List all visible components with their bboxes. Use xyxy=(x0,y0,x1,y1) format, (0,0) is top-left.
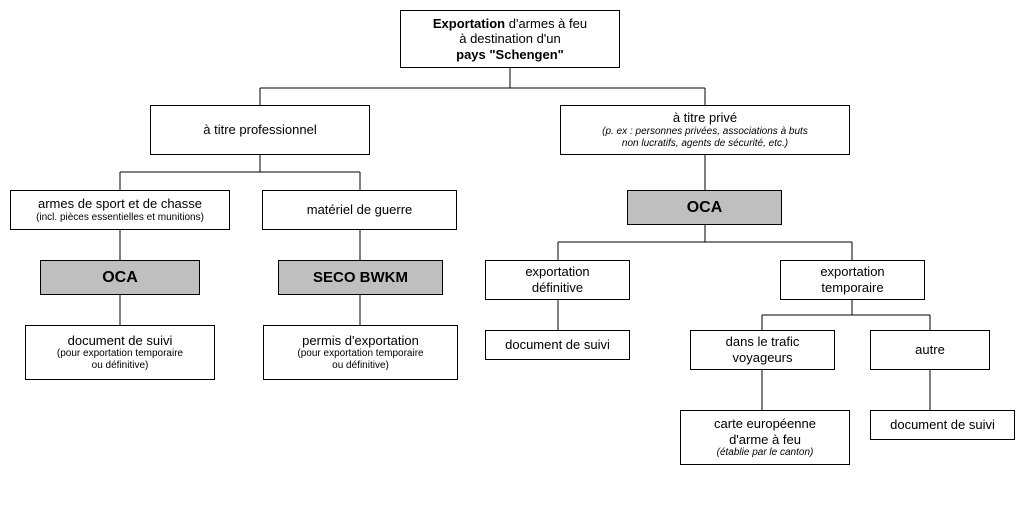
doc1-l3: ou définitive) xyxy=(92,360,149,372)
node-autre: autre xyxy=(870,330,990,370)
prive-l3: non lucratifs, agents de sécurité, etc.) xyxy=(622,138,788,150)
prof-text: à titre professionnel xyxy=(203,122,316,138)
autre-text: autre xyxy=(915,342,945,358)
permis-l1: permis d'exportation xyxy=(302,333,419,349)
node-carte: carte européenne d'arme à feu (établie p… xyxy=(680,410,850,465)
carte-l2: d'arme à feu xyxy=(729,432,801,448)
exptemp-l1: exportation xyxy=(820,264,884,280)
node-permis: permis d'exportation (pour exportation t… xyxy=(263,325,458,380)
sport-l1: armes de sport et de chasse xyxy=(38,196,202,212)
prive-l1: à titre privé xyxy=(673,110,737,126)
carte-l3: (établie par le canton) xyxy=(717,447,814,459)
carte-l1: carte européenne xyxy=(714,416,816,432)
doc1-l2: (pour exportation temporaire xyxy=(57,348,183,360)
node-doc3: document de suivi xyxy=(870,410,1015,440)
node-prive: à titre privé (p. ex : personnes privées… xyxy=(560,105,850,155)
node-sport: armes de sport et de chasse (incl. pièce… xyxy=(10,190,230,230)
permis-l3: ou définitive) xyxy=(332,360,389,372)
trafic-l2: voyageurs xyxy=(733,350,793,366)
guerre-text: matériel de guerre xyxy=(307,202,413,218)
doc2-text: document de suivi xyxy=(505,337,610,353)
root-rest1: d'armes à feu xyxy=(505,16,587,31)
prive-l2: (p. ex : personnes privées, associations… xyxy=(602,126,808,138)
expdef-l2: définitive xyxy=(532,280,583,296)
node-trafic: dans le trafic voyageurs xyxy=(690,330,835,370)
node-oca1: OCA xyxy=(40,260,200,295)
doc3-text: document de suivi xyxy=(890,417,995,433)
node-doc2: document de suivi xyxy=(485,330,630,360)
node-seco: SECO BWKM xyxy=(278,260,443,295)
sport-l2: (incl. pièces essentielles et munitions) xyxy=(36,212,204,224)
node-prof: à titre professionnel xyxy=(150,105,370,155)
trafic-l1: dans le trafic xyxy=(726,334,800,350)
root-line3: pays "Schengen" xyxy=(456,47,564,63)
oca1-text: OCA xyxy=(102,268,138,287)
doc1-l1: document de suivi xyxy=(68,333,173,349)
expdef-l1: exportation xyxy=(525,264,589,280)
node-doc1: document de suivi (pour exportation temp… xyxy=(25,325,215,380)
node-expdef: exportation définitive xyxy=(485,260,630,300)
permis-l2: (pour exportation temporaire xyxy=(297,348,423,360)
node-guerre: matériel de guerre xyxy=(262,190,457,230)
node-exptemp: exportation temporaire xyxy=(780,260,925,300)
root-bold1: Exportation xyxy=(433,16,505,31)
exptemp-l2: temporaire xyxy=(821,280,883,296)
node-root: Exportation d'armes à feu à destination … xyxy=(400,10,620,68)
seco-text: SECO BWKM xyxy=(313,269,408,287)
node-oca2: OCA xyxy=(627,190,782,225)
root-line2: à destination d'un xyxy=(459,31,561,47)
oca2-text: OCA xyxy=(687,198,723,217)
